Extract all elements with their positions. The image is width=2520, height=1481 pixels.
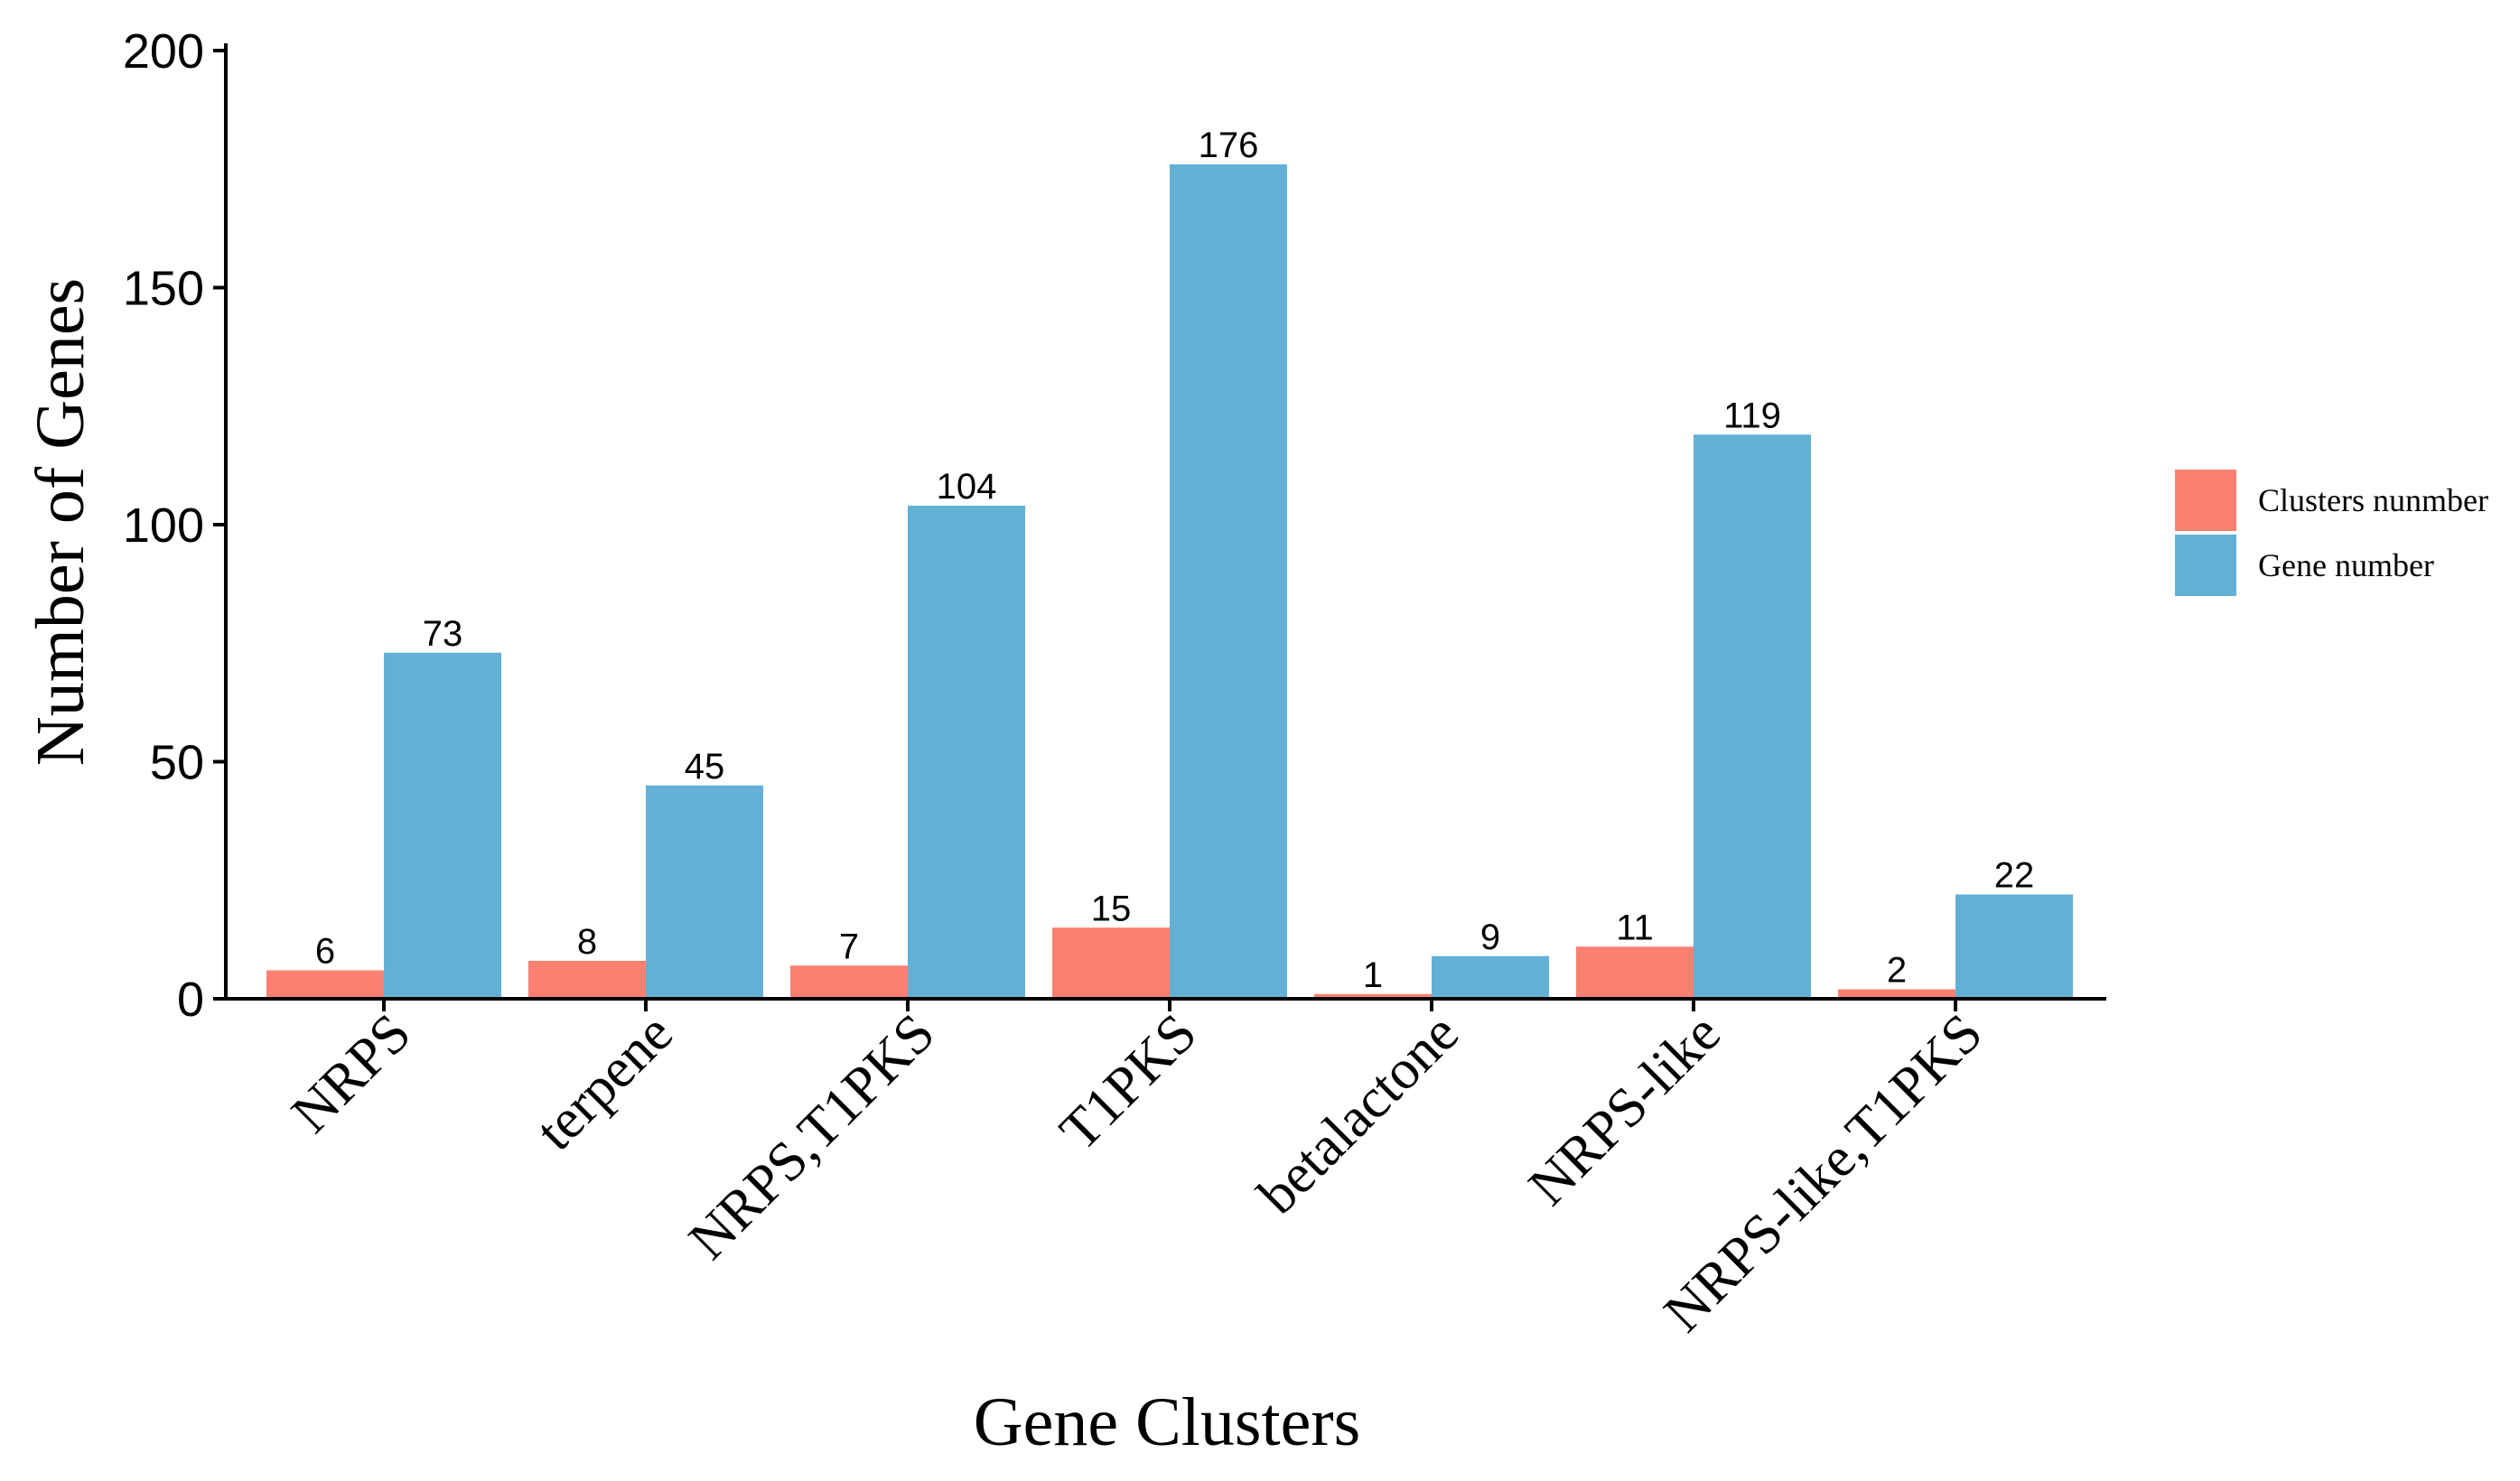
bars-layer (266, 164, 2073, 999)
x-tick-label: betalactone (1246, 1002, 1470, 1226)
bar-genes-5 (1694, 434, 1811, 999)
x-tick-label: NRPS,T1PKS (677, 1002, 947, 1271)
y-tick-label: 50 (150, 736, 204, 790)
x-tick-label: T1PKS (1049, 1002, 1209, 1162)
data-label-genes-4: 9 (1480, 917, 1500, 957)
data-label-genes-5: 119 (1723, 396, 1781, 435)
bar-clusters-6 (1838, 989, 1955, 999)
bar-genes-0 (384, 652, 501, 999)
data-label-clusters-4: 1 (1363, 955, 1383, 995)
data-label-genes-1: 45 (685, 747, 725, 787)
legend: Clusters nunmber Gene number (2175, 470, 2488, 596)
data-label-clusters-3: 15 (1091, 889, 1132, 928)
bar-genes-2 (908, 506, 1025, 999)
legend-swatch-1 (2175, 535, 2236, 596)
data-label-genes-0: 73 (423, 614, 463, 654)
bar-clusters-5 (1576, 946, 1694, 999)
data-label-clusters-6: 2 (1887, 951, 1907, 991)
x-axis-title: Gene Clusters (974, 1384, 1360, 1460)
legend-swatch-0 (2175, 470, 2236, 531)
data-label-genes-2: 104 (937, 467, 997, 507)
bar-genes-4 (1432, 955, 1549, 999)
bar-genes-3 (1170, 164, 1287, 999)
bar-clusters-0 (266, 970, 384, 999)
y-axis-title: Number of Genes (23, 278, 98, 766)
y-tick-label: 150 (123, 262, 204, 316)
bar-genes-1 (646, 785, 763, 999)
y-tick-label: 0 (177, 973, 204, 1027)
data-label-clusters-5: 11 (1616, 908, 1654, 947)
bar-genes-6 (1955, 894, 2073, 999)
data-label-clusters-2: 7 (839, 927, 859, 966)
legend-label-1: Gene number (2258, 547, 2434, 583)
data-label-genes-3: 176 (1199, 126, 1259, 165)
data-label-clusters-1: 8 (577, 922, 597, 962)
data-label-clusters-0: 6 (315, 932, 335, 972)
bar-clusters-1 (528, 961, 646, 999)
bar-clusters-4 (1314, 993, 1432, 999)
legend-label-0: Clusters nunmber (2258, 482, 2488, 518)
x-tick-label: terpene (525, 1002, 685, 1162)
y-tick-label: 100 (123, 498, 204, 553)
x-tick-label: NRPS-like (1517, 1002, 1732, 1217)
bar-clusters-3 (1052, 927, 1170, 999)
y-tick-label: 200 (123, 24, 204, 79)
x-tick-label: NRPS (280, 1002, 423, 1145)
bar-clusters-2 (790, 965, 908, 999)
data-label-genes-6: 22 (1994, 856, 2035, 896)
